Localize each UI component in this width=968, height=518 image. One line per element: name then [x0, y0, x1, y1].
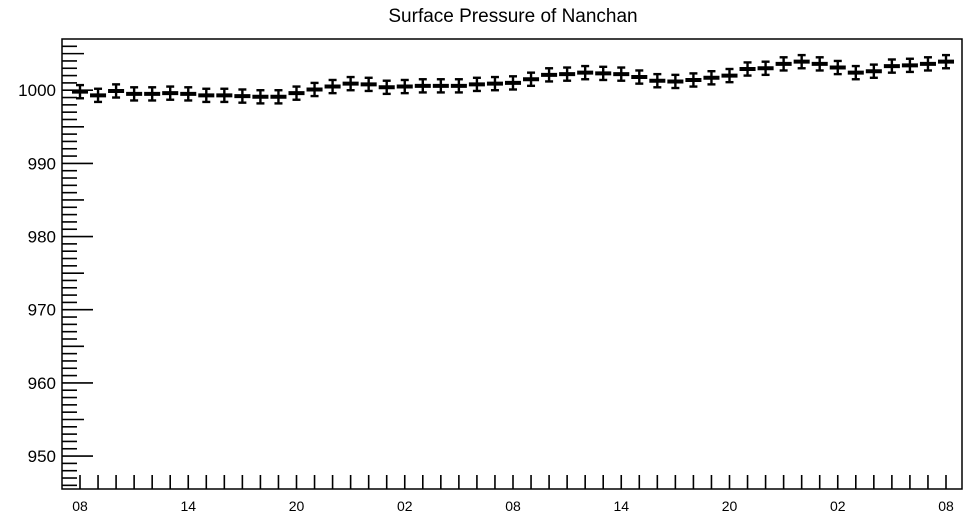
data-point [414, 78, 431, 94]
data-point [468, 76, 485, 93]
data-point [901, 57, 918, 74]
x-tick-label: 14 [180, 498, 196, 514]
x-tick-label: 02 [397, 498, 413, 514]
data-series [71, 53, 955, 105]
data-point [703, 69, 720, 86]
data-point [486, 75, 503, 92]
chart-title: Surface Pressure of Nanchan [388, 6, 637, 27]
data-point [90, 87, 107, 104]
data-point [847, 64, 864, 81]
data-point [541, 67, 558, 83]
data-point [234, 88, 251, 104]
x-tick-label: 20 [722, 498, 738, 514]
data-point [613, 66, 630, 82]
data-point [180, 86, 197, 102]
data-point [667, 73, 684, 90]
data-point [577, 64, 594, 81]
data-point [937, 53, 955, 70]
data-point [559, 66, 576, 82]
data-point [721, 67, 738, 84]
data-point [162, 85, 179, 101]
data-point [432, 78, 449, 94]
plot-frame [61, 38, 963, 490]
data-point [216, 87, 233, 104]
data-point [523, 71, 540, 88]
data-point [883, 58, 900, 74]
x-tick-label: 20 [289, 498, 305, 514]
data-point [739, 61, 756, 77]
data-point [126, 86, 143, 102]
data-point [198, 87, 215, 104]
data-point [829, 59, 846, 76]
data-point [865, 63, 882, 79]
y-tick-label: 960 [28, 374, 56, 393]
data-point [504, 75, 522, 91]
x-axis: 08 14 20 02 08 14 20 02 08 [72, 475, 954, 514]
data-point [396, 78, 413, 95]
data-point [450, 78, 467, 94]
x-tick-label: 14 [613, 498, 629, 514]
data-point [108, 83, 125, 99]
data-point [71, 83, 89, 100]
data-point [252, 89, 269, 105]
x-tick-label: 08 [938, 498, 954, 514]
data-point [649, 72, 666, 89]
data-point [288, 85, 305, 101]
y-tick-label: 950 [28, 447, 56, 466]
y-tick-label: 1000 [18, 81, 56, 100]
data-point [595, 65, 612, 82]
data-point [324, 78, 341, 95]
data-point [360, 76, 377, 93]
x-tick-label: 08 [505, 498, 521, 514]
data-point [631, 69, 648, 85]
data-point [378, 79, 395, 96]
data-point [270, 89, 287, 105]
data-point [306, 81, 323, 98]
data-point [919, 56, 936, 72]
data-point [342, 75, 359, 92]
y-tick-label: 990 [28, 154, 56, 173]
data-point [793, 53, 810, 70]
y-tick-label: 970 [28, 301, 56, 320]
y-axis: 950 960 970 980 990 1000 [18, 45, 93, 487]
data-point [685, 72, 702, 88]
y-tick-label: 980 [28, 228, 56, 247]
data-point [811, 56, 828, 72]
x-tick-label: 02 [830, 498, 846, 514]
data-point [775, 56, 792, 72]
x-tick-label: 08 [72, 498, 88, 514]
data-point [144, 86, 161, 102]
data-point [757, 60, 774, 77]
